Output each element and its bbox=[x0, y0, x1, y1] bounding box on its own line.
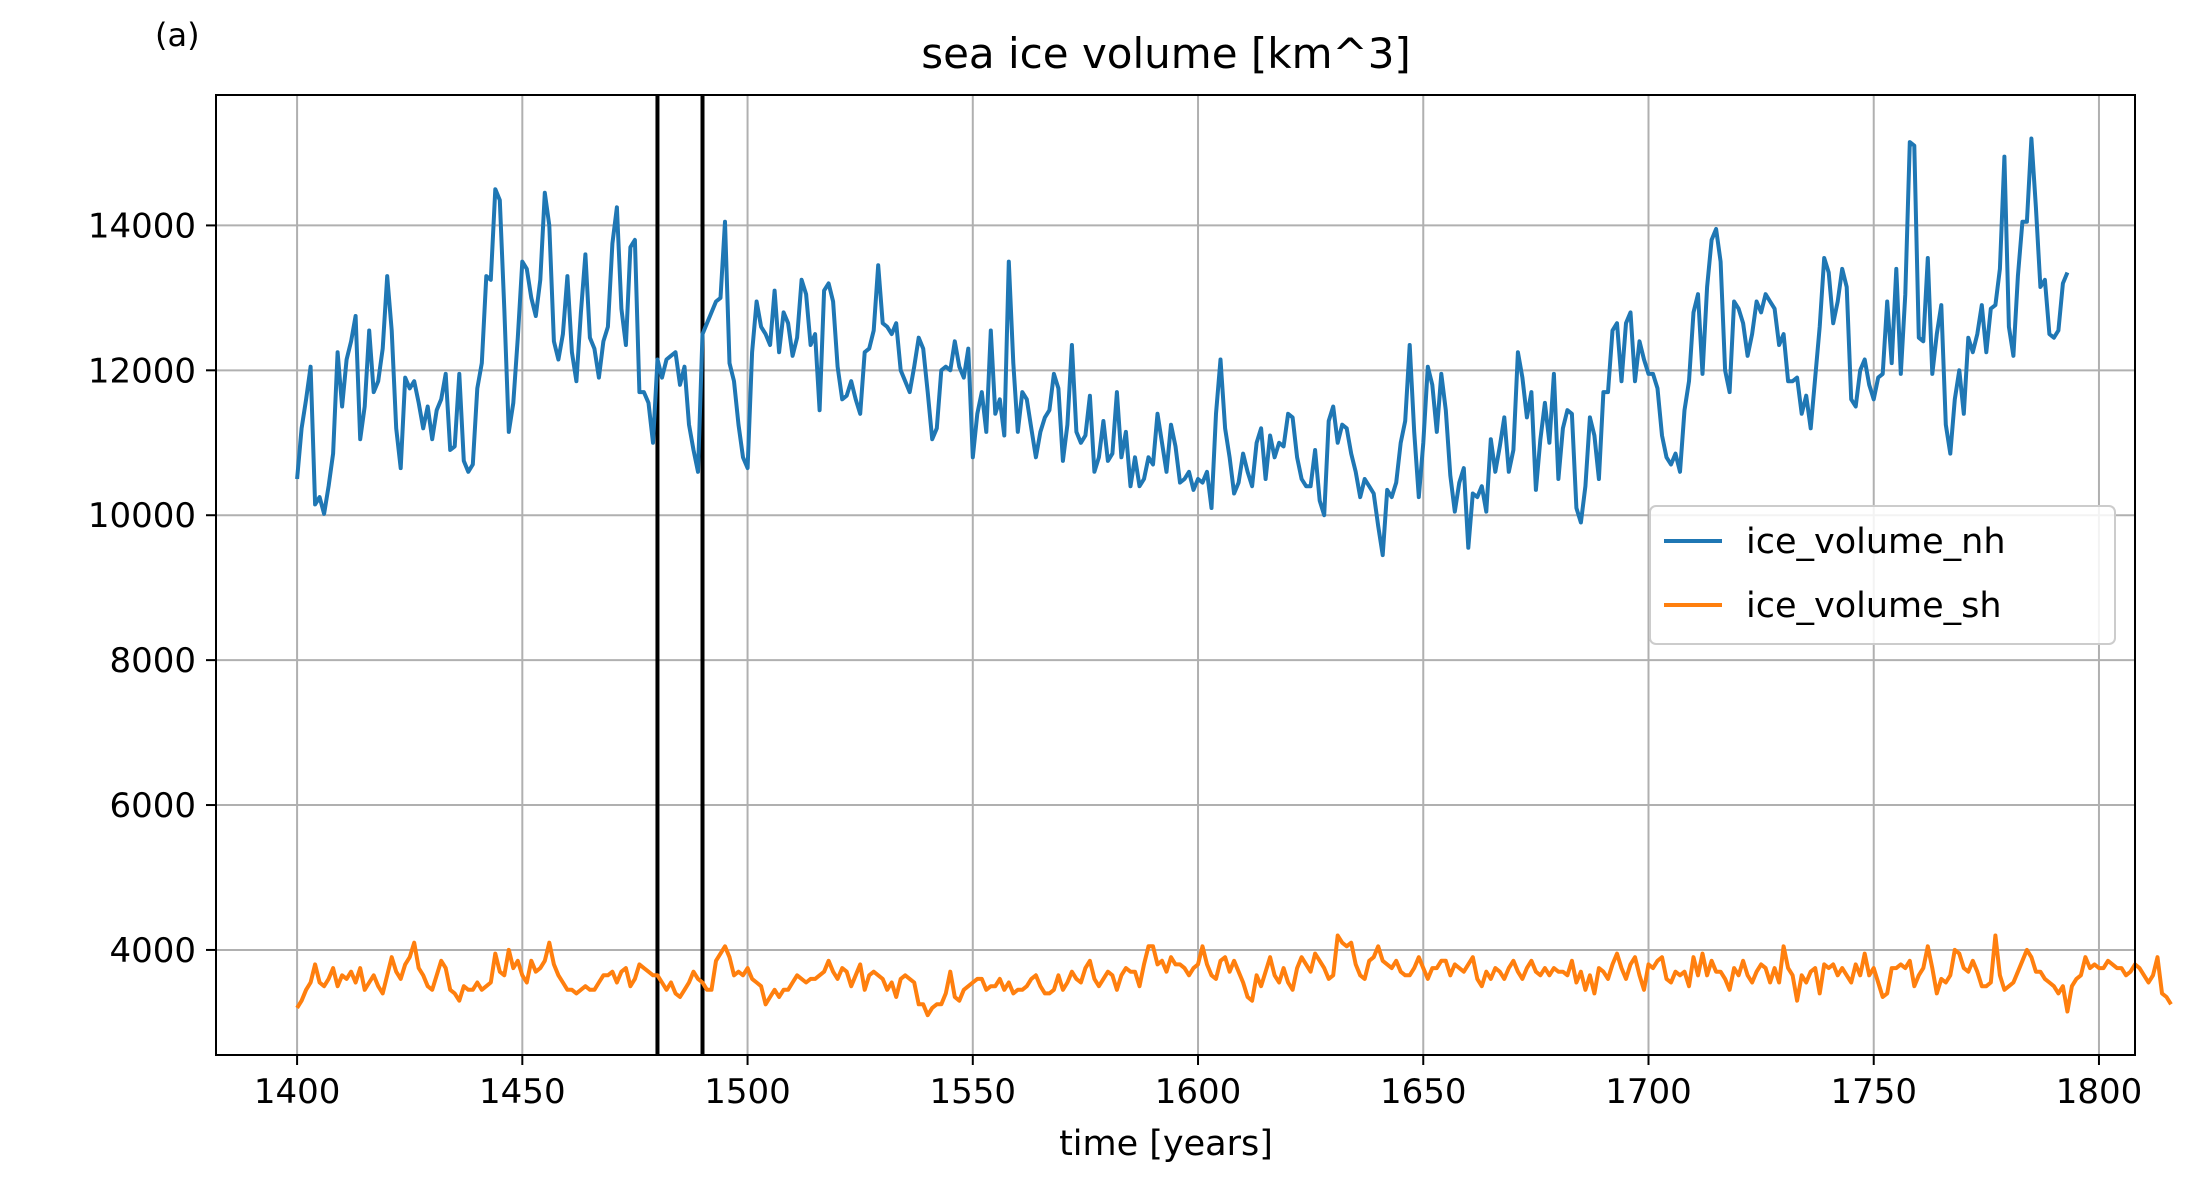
y-tick-label: 8000 bbox=[109, 641, 196, 681]
plot-frame bbox=[215, 94, 2136, 1056]
vertical-markers bbox=[655, 95, 705, 1055]
x-axis-label: time [years] bbox=[1059, 1124, 1273, 1164]
axis-ticks: 1400 1450 1500 1550 1600 1650 1700 1750 1800 4000… bbox=[88, 206, 2142, 1112]
y-tick-label: 4000 bbox=[109, 931, 196, 971]
y-tick-label: 6000 bbox=[109, 786, 196, 826]
x-tick-label: 1450 bbox=[479, 1072, 566, 1112]
x-tick-label: 1650 bbox=[1380, 1072, 1467, 1112]
panel-label: (a) bbox=[155, 16, 200, 54]
series-line-ice_volume_sh bbox=[295, 933, 2173, 1018]
x-tick-label: 1600 bbox=[1155, 1072, 1242, 1112]
y-tick-label: 10000 bbox=[88, 496, 196, 536]
x-tick-label: 1500 bbox=[704, 1072, 791, 1112]
x-tick-label: 1700 bbox=[1605, 1072, 1692, 1112]
legend-box bbox=[1649, 505, 2116, 645]
legend: ice_volume_nh ice_volume_sh bbox=[1649, 505, 2116, 645]
chart-title: sea ice volume [km^3] bbox=[921, 29, 1411, 78]
legend-label: ice_volume_nh bbox=[1746, 522, 2006, 562]
x-tick-label: 1550 bbox=[930, 1072, 1017, 1112]
y-tick-label: 14000 bbox=[88, 206, 196, 246]
x-tick-label: 1800 bbox=[2056, 1072, 2143, 1112]
series-line-ice_volume_nh bbox=[295, 136, 2070, 558]
data-series bbox=[295, 136, 2173, 1018]
x-tick-label: 1400 bbox=[254, 1072, 341, 1112]
x-tick-label: 1750 bbox=[1830, 1072, 1917, 1112]
y-tick-label: 12000 bbox=[88, 351, 196, 391]
gridlines bbox=[216, 95, 2135, 1055]
legend-label: ice_volume_sh bbox=[1746, 586, 2002, 626]
